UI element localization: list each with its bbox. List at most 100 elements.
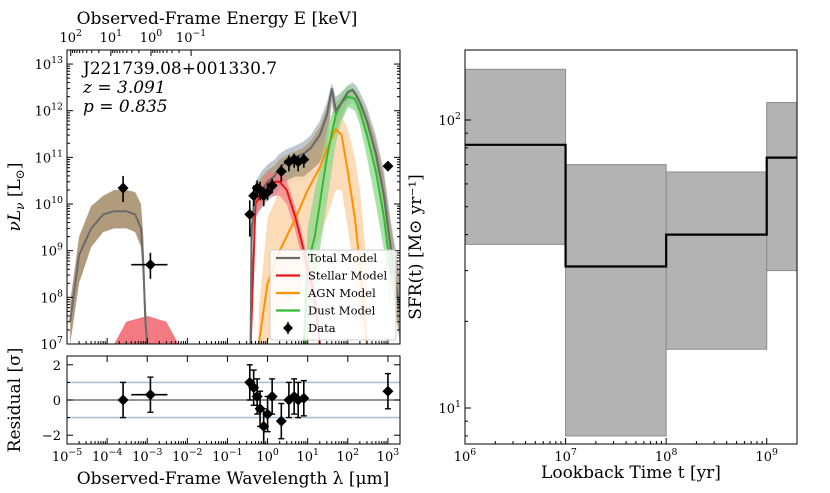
wavelength-tick-label: 101	[296, 447, 319, 465]
legend-label: Dust Model	[308, 304, 376, 318]
sed-y-tick-label: 1010	[35, 195, 63, 213]
sfh-x-tick-label: 109	[755, 447, 778, 465]
top-axis-tick-label: 100	[140, 28, 163, 46]
object-name: J221739.08+001330.7	[81, 59, 277, 79]
sed-y-axis-label: νLν [L⊙]	[5, 163, 27, 232]
residual-point	[131, 376, 168, 414]
residual-marker	[258, 420, 270, 432]
residual-panel: 2 0 −2 10−5 10−4 10−3 10−2 10−1 100 101 102 103 Re…	[5, 348, 401, 489]
legend-entries: Total Model Stellar Model AGN Model Dust Mo…	[276, 251, 388, 335]
legend-swatch-marker	[283, 323, 293, 333]
residual-marker	[298, 392, 310, 404]
residual-point	[275, 402, 287, 440]
residual-marker	[117, 394, 129, 406]
residual-marker	[266, 390, 278, 402]
residual-marker	[382, 385, 394, 397]
legend-entry: AGN Model	[276, 286, 376, 300]
sfh-axis-ticks	[464, 119, 798, 444]
legend-entry: Stellar Model	[276, 269, 388, 283]
data-point-marker	[382, 160, 394, 172]
legend-label: AGN Model	[307, 286, 376, 300]
legend-entry: Total Model	[276, 251, 377, 265]
data-point	[244, 200, 256, 237]
residual-point	[266, 378, 278, 415]
xray-total-band	[70, 189, 148, 344]
residual-marker	[144, 389, 156, 401]
residual-axis-ticks	[66, 356, 401, 444]
data-point-marker	[275, 165, 287, 177]
redshift-label: z = 3.091	[82, 78, 166, 98]
data-point-marker	[262, 186, 274, 198]
data-point-marker	[117, 182, 129, 194]
top-axis-tick-label: 10−1	[176, 28, 206, 46]
sed-panel: Observed-Frame Energy E [keV] 102 101 100 1…	[5, 9, 401, 353]
legend-label: Total Model	[308, 251, 377, 265]
data-point-marker	[244, 208, 256, 220]
sed-top-axis-title: Observed-Frame Energy E [keV]	[77, 9, 358, 29]
residual-point	[283, 381, 295, 419]
residual-y-tick-label: 2	[53, 359, 61, 374]
sfh-x-axis-label: Lookback Time t [yr]	[541, 463, 721, 483]
sfh-x-tick-label: 107	[554, 447, 577, 465]
sfh-plot-frame	[464, 49, 798, 445]
sfh-y-axis-label: SFR(t) [M⊙ yr⁻¹]	[406, 174, 426, 320]
wavelength-tick-label: 103	[377, 447, 400, 465]
residual-point	[382, 372, 394, 410]
sed-y-tick-label: 108	[41, 288, 64, 306]
sed-y-tick-label: 109	[41, 242, 64, 260]
data-point-marker	[266, 179, 278, 191]
sed-y-tick-label: 107	[41, 335, 64, 353]
sfh-x-tick-label: 106	[454, 447, 477, 465]
sed-y-tick-label: 1011	[35, 148, 63, 166]
sfh-bands	[465, 68, 797, 437]
sed-plot-frame	[66, 49, 401, 345]
residual-reference-lines	[67, 381, 400, 419]
legend-entry: Dust Model	[276, 304, 376, 318]
data-point	[382, 160, 394, 172]
residual-point	[117, 381, 129, 419]
sed-legend: Total Model Stellar Model AGN Model Dust Mo…	[269, 249, 397, 341]
wavelength-tick-label: 10−3	[132, 447, 162, 465]
sfh-x-tick-label: 108	[655, 447, 678, 465]
uvir-total-line	[249, 88, 400, 344]
wavelength-tick-labels: 10−5 10−4 10−3 10−2 10−1 100 101 102 103	[52, 447, 399, 465]
sfh-y-tick-label: 102	[439, 111, 462, 129]
residual-y-axis-label: Residual [σ]	[5, 348, 25, 453]
data-point	[117, 175, 129, 203]
legend-label: Data	[308, 321, 336, 335]
sfh-panel: 106 107 108 109 101 102 SFR(t) [M⊙ yr⁻¹] Loo…	[406, 49, 798, 483]
top-axis-tick-label: 101	[100, 28, 123, 46]
residual-marker	[254, 403, 266, 415]
sed-axis-ticks	[66, 49, 401, 345]
legend-label: Stellar Model	[308, 269, 388, 283]
sed-y-tick-label: 1013	[35, 55, 63, 73]
data-point-marker	[298, 153, 310, 165]
residual-point	[298, 379, 310, 417]
data-point	[266, 178, 278, 194]
wavelength-tick-label: 10−4	[92, 447, 122, 465]
wavelength-tick-label: 102	[337, 447, 360, 465]
sfh-x-tick-labels: 106 107 108 109	[454, 447, 778, 465]
legend-box	[269, 249, 397, 341]
data-point-marker	[144, 259, 156, 271]
data-point	[298, 153, 310, 168]
sed-data-points	[117, 153, 394, 279]
sfh-median-line	[465, 143, 797, 268]
data-point	[131, 252, 168, 279]
sfh-y-tick-labels: 101 102	[439, 111, 462, 417]
residual-marker	[275, 415, 287, 427]
wavelength-tick-label: 10−2	[172, 447, 202, 465]
legend-entry: Data	[283, 321, 336, 335]
sfh-uncertainty-band	[665, 171, 768, 350]
residual-marker	[262, 408, 274, 420]
sed-y-tick-labels: 107 108 109 1010 1011 1012 1013	[35, 55, 63, 353]
data-point	[275, 164, 287, 182]
sfh-uncertainty-band	[565, 164, 667, 437]
wavelength-tick-label: 100	[256, 447, 279, 465]
p-value-label: p = 0.835	[83, 97, 168, 117]
wavelength-axis-label: Observed-Frame Wavelength λ [μm]	[77, 469, 390, 489]
sed-y-tick-label: 1012	[35, 102, 63, 120]
sfh-uncertainty-band	[766, 102, 797, 272]
wavelength-tick-label: 10−5	[52, 447, 82, 465]
sed-top-axis-ticks: 102 101 100 10−1	[59, 28, 206, 46]
